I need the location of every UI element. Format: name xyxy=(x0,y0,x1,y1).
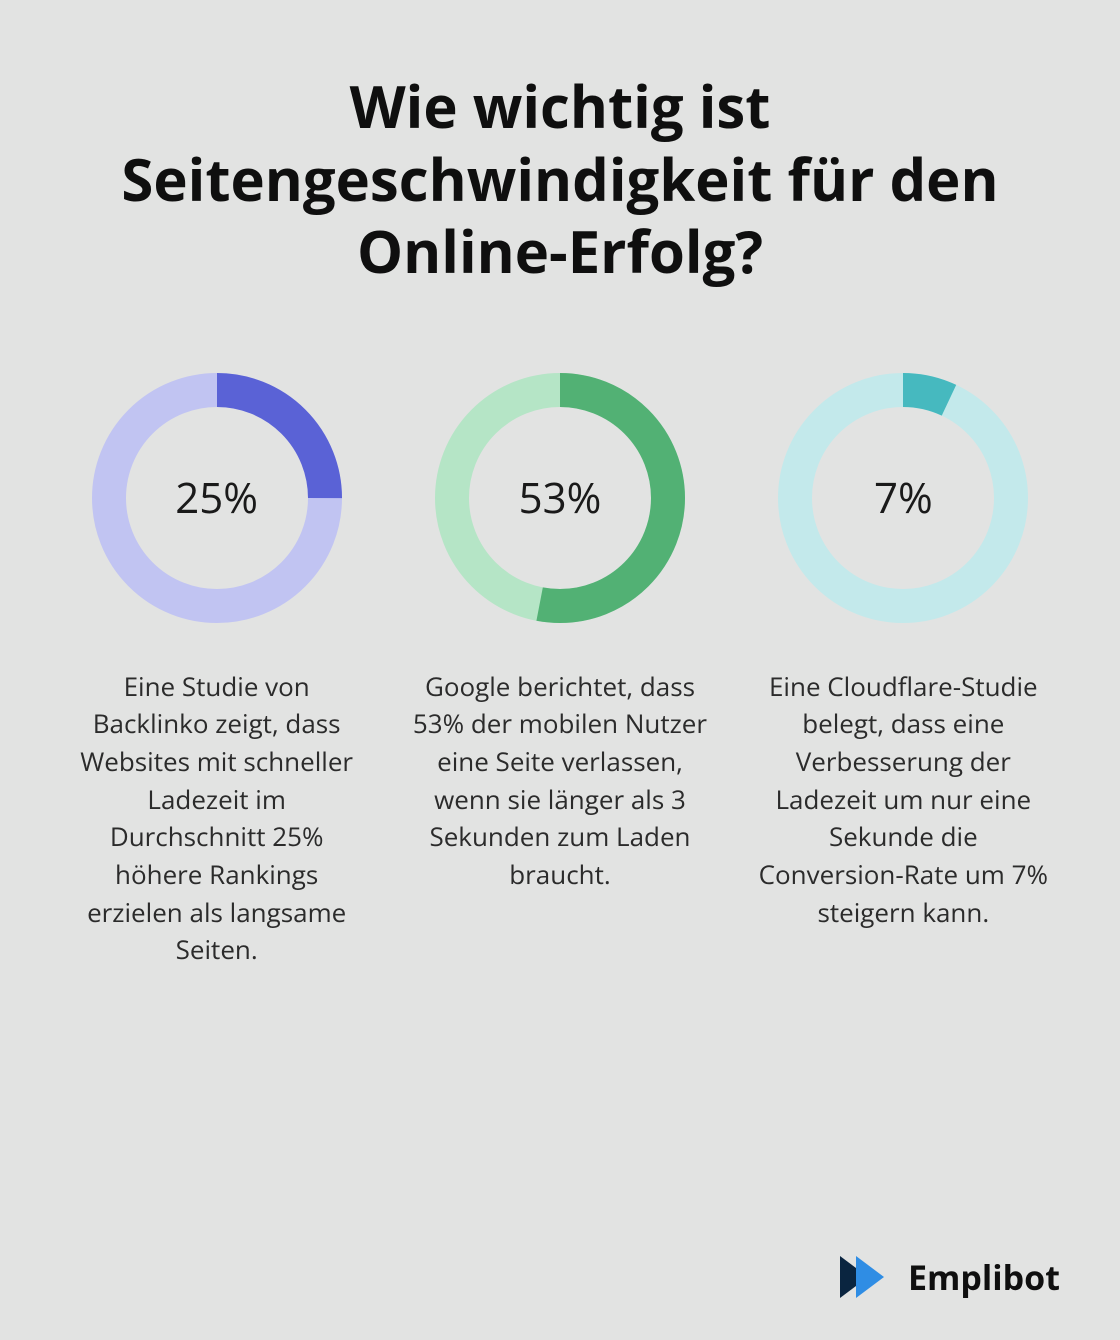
stat-2: 7% Eine Cloudflare-Studie belegt, dass e… xyxy=(747,368,1060,1215)
stat-description: Eine Studie von Backlinko zeigt, dass We… xyxy=(67,668,367,970)
stats-row: 25% Eine Studie von Backlinko zeigt, das… xyxy=(60,368,1060,1215)
donut-label: 7% xyxy=(773,368,1033,628)
logo-text: Emplibot xyxy=(908,1254,1060,1300)
logo-icon xyxy=(840,1254,896,1300)
stat-1: 53% Google berichtet, dass 53% der mobil… xyxy=(403,368,716,1215)
brand-logo: Emplibot xyxy=(60,1254,1060,1300)
stat-description: Google berichtet, dass 53% der mobilen N… xyxy=(410,668,710,894)
stat-0: 25% Eine Studie von Backlinko zeigt, das… xyxy=(60,368,373,1215)
stat-description: Eine Cloudflare-Studie belegt, dass eine… xyxy=(753,668,1053,932)
donut-label: 53% xyxy=(430,368,690,628)
donut-chart-0: 25% xyxy=(87,368,347,628)
donut-chart-1: 53% xyxy=(430,368,690,628)
donut-chart-2: 7% xyxy=(773,368,1033,628)
page-title: Wie wichtig ist Seitengeschwindigkeit fü… xyxy=(60,70,1060,288)
donut-label: 25% xyxy=(87,368,347,628)
